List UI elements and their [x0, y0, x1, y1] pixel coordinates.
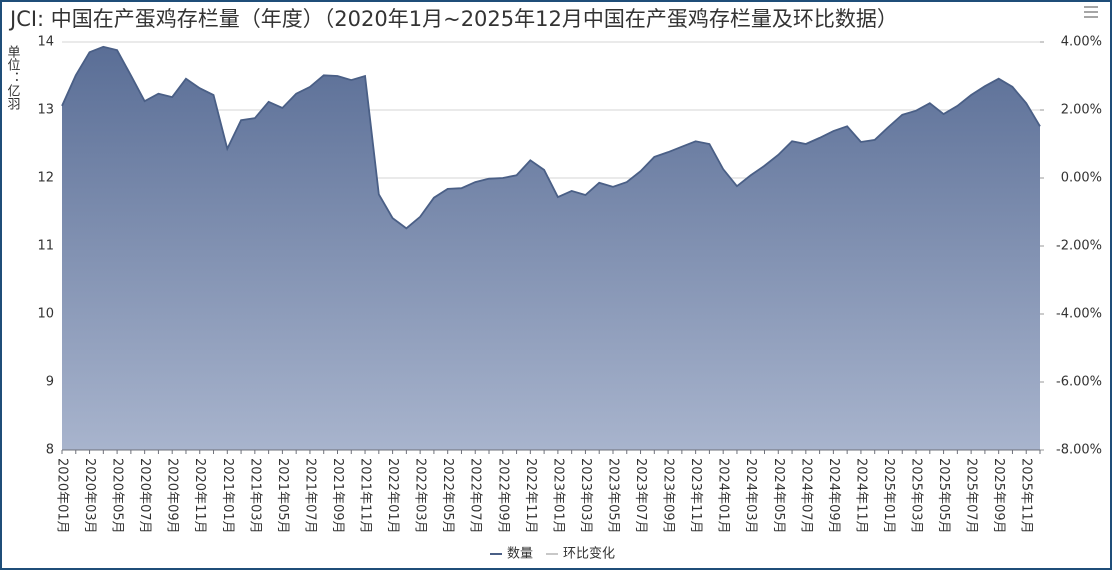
legend-label[interactable]: 数量	[507, 547, 533, 562]
x-tick-label: 2025年11月	[1019, 458, 1034, 534]
x-tick-label: 2020年03月	[82, 458, 97, 534]
line	[61, 45, 1041, 230]
x-tick-label: 2025年03月	[909, 458, 924, 534]
y2-tick-label: -4.00%	[1056, 307, 1102, 322]
y-tick-label: 14	[37, 35, 54, 50]
x-tick-label: 2022年03月	[413, 458, 428, 534]
x-tick-label: 2021年09月	[330, 458, 345, 534]
y2-tick-label: 0.00%	[1061, 171, 1102, 186]
x-tick-label: 2025年01月	[881, 458, 896, 534]
x-tick-label: 2022年05月	[440, 458, 455, 534]
area	[62, 46, 1040, 450]
x-tick-label: 2021年03月	[247, 458, 262, 534]
x-tick-label: 2023年11月	[688, 458, 703, 534]
y2-tick-label: -8.00%	[1056, 443, 1102, 458]
y2-tick-label: -2.00%	[1056, 239, 1102, 254]
x-tick-label: 2022年07月	[468, 458, 483, 534]
y2-tick-label: 2.00%	[1061, 103, 1102, 118]
y-tick-label: 11	[37, 239, 54, 254]
y-tick-label: 13	[37, 103, 54, 118]
y-tick-label: 12	[37, 171, 54, 186]
x-tick-label: 2024年09月	[826, 458, 841, 534]
x-tick-label: 2020年05月	[110, 458, 125, 534]
x-tick-label: 2024年05月	[771, 458, 786, 534]
x-tick-label: 2025年09月	[991, 458, 1006, 534]
x-tick-label: 2023年09月	[661, 458, 676, 534]
x-tick-label: 2021年05月	[275, 458, 290, 534]
legend-label[interactable]: 环比变化	[563, 546, 615, 562]
x-tick-label: 2024年03月	[743, 458, 758, 534]
y2-tick-label: 4.00%	[1061, 35, 1102, 50]
y-tick-label: 8	[46, 443, 54, 458]
x-tick-label: 2020年01月	[55, 458, 70, 534]
menu-icon[interactable]	[1084, 6, 1098, 18]
x-tick-label: 2023年03月	[578, 458, 593, 534]
x-tick-label: 2023年05月	[605, 458, 620, 534]
x-tick-label: 2022年09月	[495, 458, 510, 534]
x-tick-label: 2024年01月	[716, 458, 731, 534]
y-tick-label: 10	[37, 307, 54, 322]
chart-title: JCI: 中国在产蛋鸡存栏量（年度）（2020年1月~2025年12月中国在产蛋…	[8, 7, 898, 31]
x-tick-label: 2022年11月	[523, 458, 538, 534]
y2-tick-label: -6.00%	[1056, 375, 1102, 390]
y-axis-label: 单位：亿羽	[5, 45, 21, 110]
plot-area: 8 9 10 11 12 13 14 -8.00% -6.00% -4.00% -2.00% 0.00…	[37, 35, 1102, 534]
x-tick-label: 2021年11月	[358, 458, 373, 534]
x-tick-label: 2023年07月	[633, 458, 648, 534]
x-tick-label: 2021年07月	[302, 458, 317, 534]
x-tick-label: 2025年07月	[964, 458, 979, 534]
x-tick-label: 2024年07月	[798, 458, 813, 534]
x-tick-label: 2020年11月	[192, 458, 207, 534]
x-tick-label: 2021年01月	[220, 458, 235, 534]
x-tick-label: 2020年07月	[137, 458, 152, 534]
x-tick-label: 2024年11月	[853, 458, 868, 534]
x-tick-label: 2023年01月	[550, 458, 565, 534]
x-tick-label: 2020年09月	[165, 458, 180, 534]
x-tick-label: 2025年05月	[936, 458, 951, 534]
y-tick-label: 9	[46, 375, 54, 390]
x-tick-label: 2022年01月	[385, 458, 400, 534]
